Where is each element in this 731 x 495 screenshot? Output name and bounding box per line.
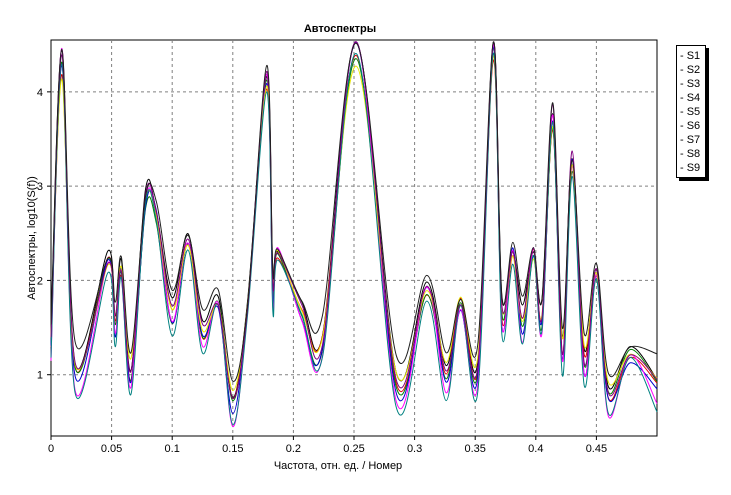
x-tick-label: 0.1 [165, 443, 180, 455]
legend-item-s7: - S7 [680, 134, 701, 146]
y-tick-label: 4 [37, 87, 43, 99]
legend-item-s1: - S1 [680, 50, 701, 62]
series-line-s9 [50, 41, 658, 382]
grid [51, 40, 657, 436]
legend: - S1 - S2 - S3 - S4 - S5 - S6 - S7 - S8 - S9 [676, 45, 706, 178]
legend-item-s5: - S5 [680, 106, 701, 118]
series-lines [50, 41, 658, 428]
legend-item-s9: - S9 [680, 162, 701, 174]
legend-item-s6: - S6 [680, 120, 701, 132]
chart-title: Автоспектры [304, 23, 376, 35]
x-tick-label: 0.35 [464, 443, 485, 455]
x-axis-label: Частота, отн. ед. / Номер [274, 460, 402, 472]
x-tick-label: 0.15 [222, 443, 243, 455]
y-axis-label: Автоспектры, log10(S(f)) [26, 176, 38, 300]
x-tick-label: 0.2 [286, 443, 301, 455]
y-tick-label: 1 [37, 370, 43, 382]
y-tick-label: 2 [37, 275, 43, 287]
x-tick-label: 0.05 [101, 443, 122, 455]
legend-item-s3: - S3 [680, 78, 701, 90]
x-ticks: 0 0.05 0.1 0.15 0.2 0.25 0.3 0.35 0.4 0.45 [48, 436, 607, 455]
x-tick-label: 0.45 [586, 443, 607, 455]
series-line-s7 [50, 52, 658, 426]
y-ticks: 1 2 3 4 [37, 87, 51, 382]
y-tick-label: 3 [37, 181, 43, 193]
legend-item-s4: - S4 [680, 92, 701, 104]
legend-item-s8: - S8 [680, 148, 701, 160]
x-tick-label: 0.4 [528, 443, 543, 455]
x-tick-label: 0.25 [343, 443, 364, 455]
x-tick-label: 0 [48, 443, 54, 455]
legend-item-s2: - S2 [680, 64, 701, 76]
x-tick-label: 0.3 [407, 443, 422, 455]
